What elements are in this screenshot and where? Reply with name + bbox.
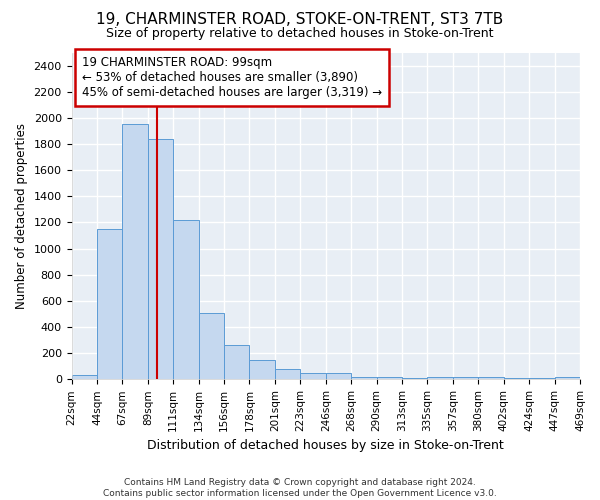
Bar	[173, 220, 199, 380]
Bar	[275, 369, 301, 380]
Bar	[504, 378, 529, 380]
Bar	[453, 378, 478, 380]
Bar	[250, 360, 275, 380]
Bar	[97, 229, 122, 380]
Bar	[529, 378, 554, 380]
Bar	[427, 376, 453, 380]
Bar	[554, 378, 580, 380]
Bar	[377, 376, 402, 380]
Bar	[351, 376, 377, 380]
Bar	[478, 378, 504, 380]
Text: 19, CHARMINSTER ROAD, STOKE-ON-TRENT, ST3 7TB: 19, CHARMINSTER ROAD, STOKE-ON-TRENT, ST…	[97, 12, 503, 28]
Bar	[148, 139, 173, 380]
Bar	[71, 376, 97, 380]
Bar	[122, 124, 148, 380]
Text: 19 CHARMINSTER ROAD: 99sqm
← 53% of detached houses are smaller (3,890)
45% of s: 19 CHARMINSTER ROAD: 99sqm ← 53% of deta…	[82, 56, 382, 99]
Bar	[402, 378, 427, 380]
Text: Contains HM Land Registry data © Crown copyright and database right 2024.
Contai: Contains HM Land Registry data © Crown c…	[103, 478, 497, 498]
Bar	[224, 344, 250, 380]
Bar	[326, 374, 351, 380]
Bar	[301, 373, 326, 380]
Bar	[199, 312, 224, 380]
Y-axis label: Number of detached properties: Number of detached properties	[15, 123, 28, 309]
Text: Size of property relative to detached houses in Stoke-on-Trent: Size of property relative to detached ho…	[106, 28, 494, 40]
X-axis label: Distribution of detached houses by size in Stoke-on-Trent: Distribution of detached houses by size …	[148, 440, 504, 452]
